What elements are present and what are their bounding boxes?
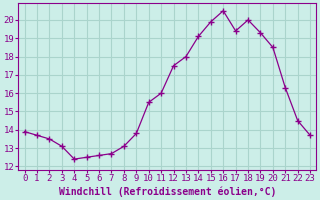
X-axis label: Windchill (Refroidissement éolien,°C): Windchill (Refroidissement éolien,°C) [59,186,276,197]
